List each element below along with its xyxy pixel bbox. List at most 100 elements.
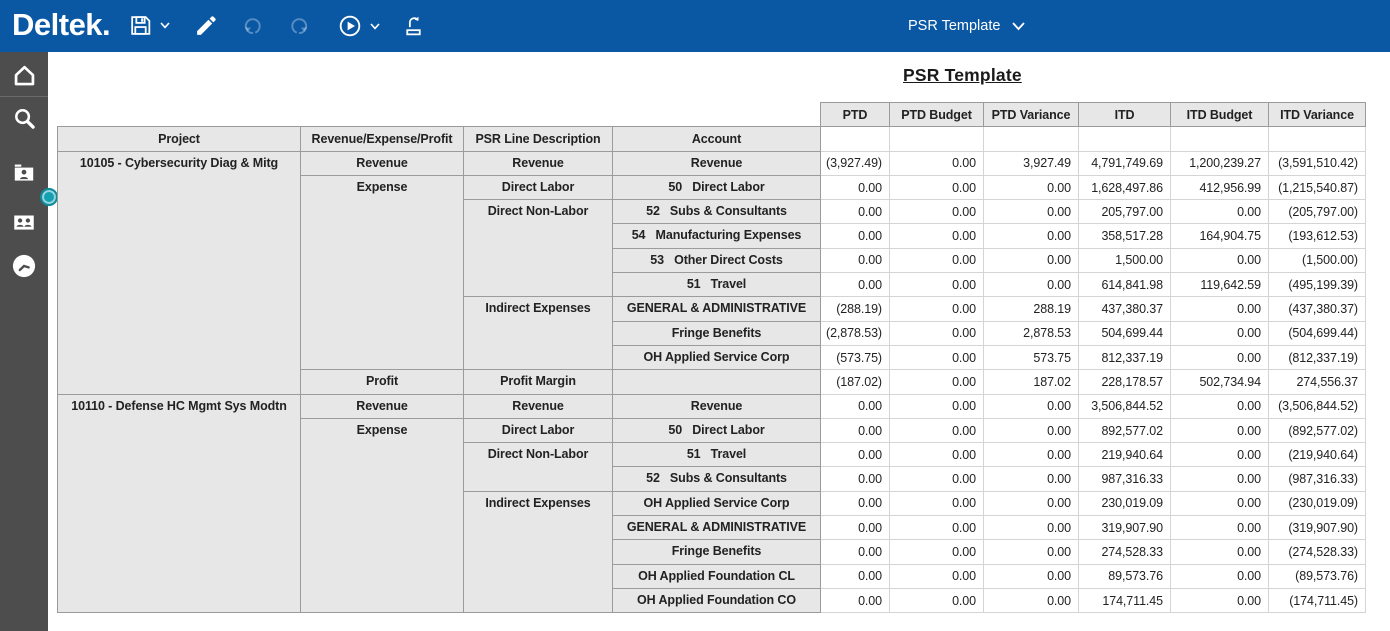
table-row: Indirect Expenses GENERAL & ADMINISTRATI… bbox=[58, 296, 1366, 371]
table-row: GENERAL & ADMINISTRATIVE 0.00 0.00 0.00 … bbox=[58, 515, 1366, 541]
itd-budget-cell: 119,642.59 bbox=[1170, 272, 1269, 298]
itd-cell: 89,573.76 bbox=[1078, 563, 1171, 589]
ptd-cell: 0.00 bbox=[820, 174, 890, 201]
itd-variance-cell: (504,699.44) bbox=[1268, 320, 1366, 346]
page-title: PSR Template bbox=[903, 65, 1022, 85]
itd-cell: 274,528.33 bbox=[1078, 539, 1171, 565]
col-header-rep[interactable]: Revenue/Expense/Profit bbox=[300, 126, 464, 152]
ptd-variance-cell: 2,878.53 bbox=[983, 320, 1079, 346]
col-header-ptd-variance[interactable]: PTD Variance bbox=[983, 101, 1079, 128]
ptd-variance-cell: 0.00 bbox=[983, 563, 1079, 589]
ptd-cell: 0.00 bbox=[820, 490, 890, 517]
itd-cell: 3,506,844.52 bbox=[1078, 393, 1171, 419]
numeric-header-row: PTD PTD Budget PTD Variance ITD ITD Budg… bbox=[57, 101, 1366, 128]
psr-line-cell: Indirect Expenses bbox=[463, 490, 613, 614]
itd-variance-cell: 274,556.37 bbox=[1268, 369, 1366, 395]
table-row: 54 Manufacturing Expenses 0.00 0.00 0.00… bbox=[58, 223, 1366, 249]
edit-button[interactable] bbox=[194, 13, 219, 38]
col-header-ptd-budget[interactable]: PTD Budget bbox=[889, 101, 984, 128]
col-header-project[interactable]: Project bbox=[57, 126, 301, 152]
ptd-budget-cell: 0.00 bbox=[889, 515, 984, 541]
ptd-cell: 0.00 bbox=[820, 199, 890, 225]
sidebar-item-time[interactable] bbox=[0, 252, 48, 280]
rep-cell: Profit bbox=[300, 369, 464, 395]
ptd-cell: 0.00 bbox=[820, 515, 890, 541]
template-selector[interactable]: PSR Template bbox=[908, 0, 1026, 52]
table-row: Direct Non-Labor 52 Subs & Consultants 0… bbox=[58, 199, 1366, 298]
run-button[interactable] bbox=[337, 13, 380, 39]
ptd-budget-cell: 0.00 bbox=[889, 247, 984, 274]
psr-line-cell: Direct Labor bbox=[463, 174, 613, 201]
sidebar-item-employee[interactable] bbox=[0, 160, 48, 186]
ptd-variance-cell: 187.02 bbox=[983, 369, 1079, 395]
itd-cell: 812,337.19 bbox=[1078, 344, 1171, 371]
chevron-down-icon bbox=[370, 22, 380, 30]
label-header-row: Project Revenue/Expense/Profit PSR Line … bbox=[57, 126, 1366, 152]
ptd-budget-cell: 0.00 bbox=[889, 587, 984, 614]
col-header-itd[interactable]: ITD bbox=[1078, 101, 1171, 128]
rep-cell: Revenue bbox=[300, 150, 464, 176]
table-row: 10105 - Cybersecurity Diag & Mitg Revenu… bbox=[57, 150, 1366, 395]
table-row: 53 Other Direct Costs 0.00 0.00 0.00 1,5… bbox=[58, 247, 1366, 274]
sidebar-item-home[interactable] bbox=[0, 62, 48, 89]
itd-budget-cell: 0.00 bbox=[1170, 393, 1269, 419]
account-cell: 52 Subs & Consultants bbox=[612, 199, 821, 225]
itd-variance-cell: (230,019.09) bbox=[1268, 490, 1366, 517]
employee-badge-icon bbox=[14, 164, 34, 181]
ptd-cell: (3,927.49) bbox=[820, 150, 890, 176]
itd-budget-cell: 0.00 bbox=[1170, 466, 1269, 492]
ptd-budget-cell: 0.00 bbox=[889, 199, 984, 225]
ptd-budget-cell: 0.00 bbox=[889, 466, 984, 492]
save-icon bbox=[131, 16, 151, 35]
sidebar-expand-handle[interactable] bbox=[40, 188, 58, 206]
export-button[interactable] bbox=[401, 13, 426, 38]
itd-variance-cell: (3,591,510.42) bbox=[1268, 150, 1366, 176]
itd-cell: 614,841.98 bbox=[1078, 272, 1171, 298]
psr-line-cell: Direct Labor bbox=[463, 417, 613, 444]
itd-budget-cell: 0.00 bbox=[1170, 490, 1269, 517]
itd-variance-cell: (219,940.64) bbox=[1268, 442, 1366, 468]
sidebar-item-people[interactable] bbox=[0, 209, 48, 235]
itd-budget-cell: 0.00 bbox=[1170, 515, 1269, 541]
itd-variance-cell: (319,907.90) bbox=[1268, 515, 1366, 541]
ptd-cell: 0.00 bbox=[820, 223, 890, 249]
col-header-psr-line[interactable]: PSR Line Description bbox=[463, 126, 613, 152]
itd-variance-cell: (892,577.02) bbox=[1268, 417, 1366, 444]
ptd-budget-cell: 0.00 bbox=[889, 150, 984, 176]
itd-variance-cell: (193,612.53) bbox=[1268, 223, 1366, 249]
itd-cell: 228,178.57 bbox=[1078, 369, 1171, 395]
itd-cell: 230,019.09 bbox=[1078, 490, 1171, 517]
ptd-budget-cell: 0.00 bbox=[889, 272, 984, 298]
ptd-variance-cell: 0.00 bbox=[983, 417, 1079, 444]
account-cell: OH Applied Service Corp bbox=[612, 490, 821, 517]
ptd-variance-cell: 0.00 bbox=[983, 587, 1079, 614]
ptd-budget-cell: 0.00 bbox=[889, 369, 984, 395]
ptd-budget-cell: 0.00 bbox=[889, 563, 984, 589]
sidebar-item-search[interactable] bbox=[0, 105, 48, 132]
save-button[interactable] bbox=[128, 13, 170, 38]
ptd-budget-cell: 0.00 bbox=[889, 174, 984, 201]
top-toolbar: Deltek. bbox=[0, 0, 1390, 52]
psr-line-cell: Revenue bbox=[463, 150, 613, 176]
table-row: Indirect Expenses OH Applied Service Cor… bbox=[58, 490, 1366, 614]
itd-budget-cell: 0.00 bbox=[1170, 247, 1269, 274]
itd-cell: 987,316.33 bbox=[1078, 466, 1171, 492]
col-header-itd-variance[interactable]: ITD Variance bbox=[1268, 101, 1366, 128]
col-header-account[interactable]: Account bbox=[612, 126, 821, 152]
deltek-logo: Deltek. bbox=[12, 7, 111, 42]
itd-budget-cell: 0.00 bbox=[1170, 344, 1269, 371]
ptd-budget-cell: 0.00 bbox=[889, 344, 984, 371]
account-cell: 52 Subs & Consultants bbox=[612, 466, 821, 492]
ptd-variance-cell: 0.00 bbox=[983, 515, 1079, 541]
template-selector-label: PSR Template bbox=[908, 18, 1001, 34]
col-header-ptd[interactable]: PTD bbox=[820, 101, 890, 128]
redo-button[interactable] bbox=[286, 13, 312, 39]
undo-button[interactable] bbox=[240, 13, 266, 39]
ptd-variance-cell: 3,927.49 bbox=[983, 150, 1079, 176]
table-row: Profit Profit Margin (187.02) 0.00 187.0… bbox=[58, 369, 1366, 395]
ptd-cell: (573.75) bbox=[820, 344, 890, 371]
table-row: 10110 - Defense HC Mgmt Sys Modtn Revenu… bbox=[57, 393, 1366, 614]
account-cell: Fringe Benefits bbox=[612, 539, 821, 565]
chevron-down-icon bbox=[1012, 21, 1026, 30]
col-header-itd-budget[interactable]: ITD Budget bbox=[1170, 101, 1269, 128]
